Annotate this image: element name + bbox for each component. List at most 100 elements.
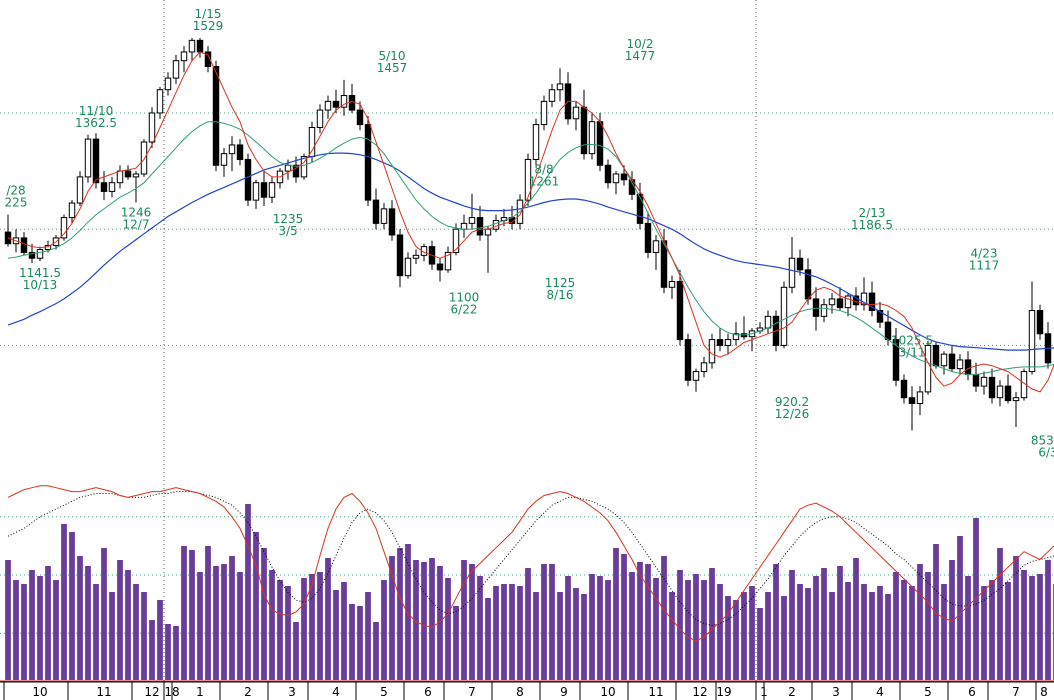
volume-bar [493, 586, 499, 680]
candle-down [1036, 310, 1044, 335]
volume-bar [997, 548, 1003, 680]
volume-bar [437, 566, 443, 680]
volume-bar [5, 560, 11, 680]
volume-bar [821, 568, 827, 680]
volume-bar [749, 586, 755, 680]
candle-up [188, 39, 196, 53]
candle-up [148, 112, 156, 143]
volume-bar [637, 562, 643, 680]
candle-down [684, 339, 692, 381]
candle-down [796, 257, 804, 271]
volume-bar [101, 548, 107, 680]
candle-down [28, 251, 36, 259]
candle-down [356, 109, 364, 126]
candle-up [732, 333, 740, 341]
volume-bar [293, 622, 299, 680]
annotation-top-label: 8/8 [534, 163, 553, 177]
x-axis-tick-label: 6 [424, 685, 432, 699]
candle-up [140, 141, 148, 175]
ma-long-line [7, 152, 1054, 351]
x-axis-tick-label: 3 [832, 685, 840, 699]
candle-up [460, 222, 468, 230]
volume-bar [485, 598, 491, 680]
candle-down [964, 359, 972, 375]
candle-down [868, 292, 876, 312]
annotation-bottom-label: 225 [5, 196, 28, 210]
volume-bar [317, 572, 323, 680]
candle-up [444, 251, 452, 271]
annotation-top-label: 5/10 [379, 49, 406, 63]
volume-bar [693, 574, 699, 680]
candle-up [668, 280, 676, 288]
x-axis-tick-label: 2 [244, 685, 252, 699]
volume-bar [277, 580, 283, 680]
candle-up [316, 109, 324, 128]
volume-bar [837, 566, 843, 680]
annotation-top-label: 920.2 [775, 395, 809, 409]
volume-bar [301, 578, 307, 680]
candle-down [884, 321, 892, 341]
candle-down [932, 344, 940, 367]
volume-bar [981, 586, 987, 680]
volume-bar [917, 564, 923, 680]
volume-bar [901, 580, 907, 680]
candle-up [724, 339, 732, 346]
candle-up [540, 100, 548, 126]
volume-bar [597, 576, 603, 680]
x-axis-tick-label: 4 [332, 685, 340, 699]
volume-bar [957, 536, 963, 680]
candle-up [572, 106, 580, 120]
annotation-bottom-label: 3/11 [899, 346, 926, 360]
candle-down [364, 124, 372, 201]
candle-up [700, 362, 708, 373]
volume-bar [21, 584, 27, 680]
volume-bar [413, 560, 419, 680]
volume-bar [645, 564, 651, 680]
annotation-bottom-label: 1529 [193, 19, 224, 33]
volume-bar [365, 592, 371, 680]
volume-bar [93, 584, 99, 680]
volume-bar [685, 580, 691, 680]
volume-bar [517, 586, 523, 680]
candle-down [836, 298, 844, 309]
candle-up [84, 138, 92, 178]
candle-up [300, 156, 308, 178]
volume-bar [557, 592, 563, 680]
volume-bar [477, 576, 483, 680]
annotation-bottom-label: 1186.5 [851, 218, 893, 232]
volume-bar [237, 572, 243, 680]
volume-bar [389, 556, 395, 680]
x-axis-tick-label: 19 [716, 685, 731, 699]
candle-up [60, 217, 68, 239]
candle-up [76, 176, 84, 204]
x-axis-tick-label: 6 [968, 685, 976, 699]
candle-up [652, 240, 660, 253]
volume-bar [525, 568, 531, 680]
volume-bar [661, 556, 667, 680]
candle-down [244, 158, 252, 201]
volume-bar [701, 580, 707, 680]
candle-up [940, 353, 948, 367]
annotation-top-label: 1100 [449, 290, 480, 304]
x-axis-tick-label: 7 [468, 685, 476, 699]
volume-bar [725, 596, 731, 680]
volume-bar [461, 560, 467, 680]
x-axis-tick-label: 4 [876, 685, 884, 699]
candle-down [20, 237, 28, 253]
annotation-top-label: 1025.5 [891, 334, 933, 348]
volume-bar [173, 626, 179, 680]
candle-up [484, 228, 492, 236]
x-axis-band [0, 682, 1054, 700]
annotation-bottom-label: 1117 [969, 258, 1000, 272]
candle-up [452, 228, 460, 253]
annotation-bottom-label: 1457 [377, 61, 408, 75]
volume-bar [133, 584, 139, 680]
volume-bar [181, 546, 187, 680]
annotation-top-label: 1/15 [195, 7, 222, 21]
volume-bar [453, 606, 459, 680]
volume-bar [405, 544, 411, 680]
volume-bar [797, 584, 803, 680]
candle-down [100, 182, 108, 192]
x-axis-tick-label: 5 [924, 685, 932, 699]
volume-bar [141, 592, 147, 680]
